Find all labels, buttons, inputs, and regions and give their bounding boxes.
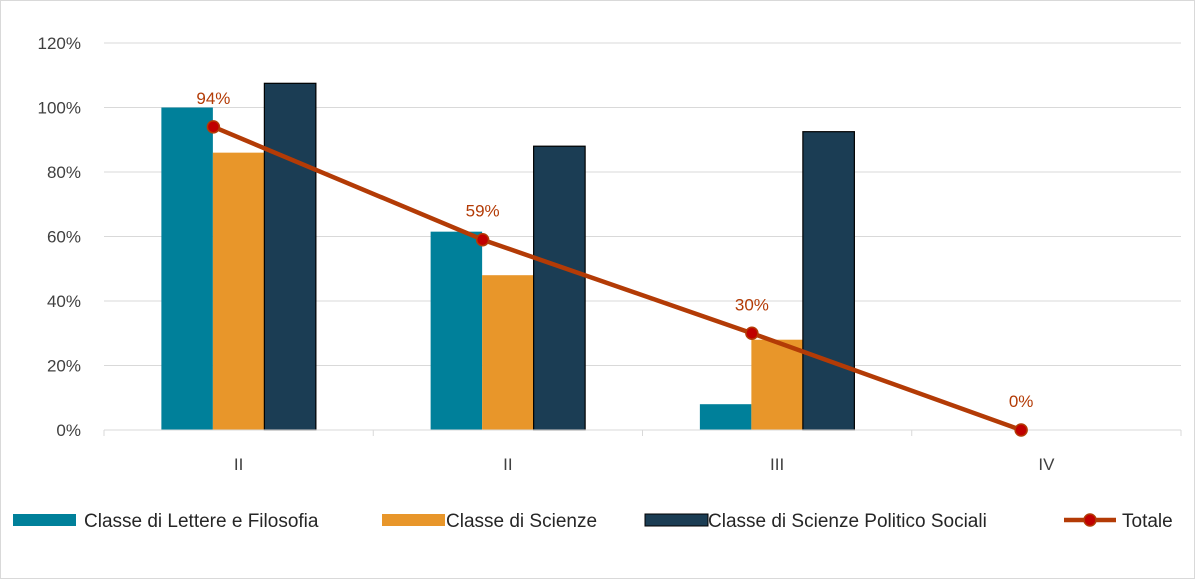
y-tick-label: 100% (38, 99, 81, 118)
bar (802, 131, 855, 431)
totale-line: 94% 59% 30% 0% (196, 89, 1034, 437)
line-point (745, 326, 759, 340)
bar (533, 145, 586, 431)
y-tick-label: 80% (47, 163, 81, 182)
legend-marker (1083, 513, 1097, 527)
y-tick-label: 120% (38, 34, 81, 53)
data-label: 0% (1009, 392, 1034, 411)
line-point (1014, 423, 1028, 437)
bar (751, 339, 803, 430)
data-label: 59% (466, 202, 500, 221)
bar (699, 404, 752, 430)
y-tick-label: 0% (56, 421, 81, 440)
bar (212, 152, 265, 430)
y-tick-label: 40% (47, 292, 81, 311)
bar (161, 107, 213, 430)
line-point (206, 120, 221, 134)
bars (161, 82, 855, 431)
x-axis: II II III IV (103, 429, 1182, 474)
bar (263, 82, 317, 431)
y-axis: 0% 20% 40% 60% 80% 100% 120% (38, 34, 81, 440)
y-tick-label: 20% (47, 357, 81, 376)
y-tick-label: 60% (47, 228, 81, 247)
x-tick-label: II (234, 455, 243, 474)
data-label: 94% (196, 89, 230, 108)
legend: Classe di Lettere e Filosofia Classe di S… (13, 511, 1173, 532)
x-tick-label: II (503, 455, 512, 474)
legend-label: Totale (1122, 511, 1173, 532)
legend-label: Classe di Lettere e Filosofia (84, 511, 319, 532)
bar (430, 231, 483, 430)
x-tick-label: III (770, 455, 784, 474)
legend-swatch (644, 513, 709, 527)
series-line (212, 124, 1022, 433)
data-label: 30% (735, 295, 769, 314)
legend-label: Classe di Scienze Politico Sociali (708, 511, 987, 532)
x-tick-label: IV (1038, 455, 1055, 474)
legend-swatch (382, 514, 445, 526)
legend-label: Classe di Scienze (446, 511, 597, 532)
legend-swatch (13, 514, 76, 526)
bar (482, 275, 534, 430)
line-point (475, 232, 490, 247)
